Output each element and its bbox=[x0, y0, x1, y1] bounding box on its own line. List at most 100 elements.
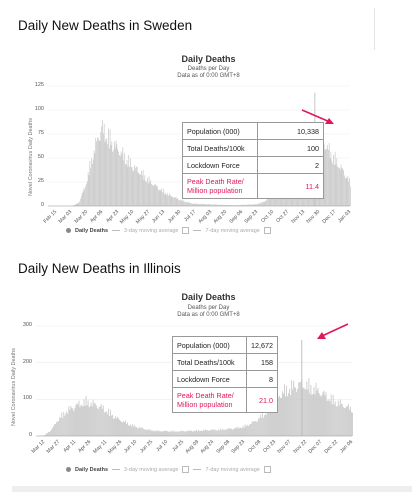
bar bbox=[231, 429, 233, 436]
bar bbox=[191, 203, 193, 206]
bar bbox=[288, 393, 290, 436]
bottom-bar bbox=[12, 486, 412, 492]
bar bbox=[227, 205, 229, 206]
bar bbox=[273, 193, 274, 206]
bar bbox=[192, 431, 194, 436]
bar bbox=[225, 429, 227, 436]
checkbox-icon[interactable] bbox=[263, 227, 271, 234]
bar bbox=[263, 415, 265, 436]
bar bbox=[90, 168, 92, 206]
legend-daily-deaths[interactable]: Daily Deaths bbox=[75, 466, 109, 473]
checkbox-icon[interactable] bbox=[182, 227, 190, 234]
bar bbox=[95, 137, 97, 206]
bar bbox=[228, 204, 229, 206]
bar bbox=[334, 401, 336, 436]
bar bbox=[170, 431, 172, 436]
bar bbox=[156, 186, 157, 206]
bar bbox=[239, 205, 240, 206]
bar bbox=[67, 413, 69, 436]
bar bbox=[237, 426, 239, 436]
bar bbox=[145, 429, 147, 436]
bar bbox=[80, 198, 81, 206]
bar bbox=[227, 428, 229, 436]
checkbox-icon[interactable] bbox=[182, 466, 190, 473]
bar bbox=[286, 385, 288, 436]
bar bbox=[324, 395, 326, 436]
bar bbox=[154, 183, 156, 206]
bar bbox=[220, 428, 222, 436]
chart-subtitle-date: Data as of 0:00 GMT+8 bbox=[177, 312, 240, 318]
bar bbox=[213, 429, 215, 436]
bar bbox=[176, 198, 178, 206]
bar bbox=[82, 406, 84, 436]
legend-3day[interactable]: 3-day moving average bbox=[124, 466, 179, 473]
stats-value: 158 bbox=[246, 353, 278, 371]
bar bbox=[107, 144, 108, 206]
bar bbox=[174, 431, 176, 436]
bar bbox=[253, 421, 255, 436]
bar bbox=[261, 413, 263, 436]
bar bbox=[118, 418, 119, 436]
bar bbox=[99, 141, 101, 206]
bar bbox=[266, 406, 268, 436]
legend-daily-deaths[interactable]: Daily Deaths bbox=[75, 227, 109, 234]
bar bbox=[345, 406, 347, 436]
legend-7day[interactable]: 7-day moving average bbox=[205, 227, 260, 234]
bar bbox=[188, 430, 190, 436]
bar bbox=[163, 189, 164, 206]
bar bbox=[256, 204, 257, 206]
bar bbox=[275, 400, 276, 436]
bar bbox=[136, 427, 138, 436]
bar bbox=[269, 407, 271, 436]
bar bbox=[74, 204, 75, 206]
stats-label: Lockdown Force bbox=[171, 370, 248, 388]
bar bbox=[241, 205, 243, 206]
legend-7day[interactable]: 7-day moving average bbox=[205, 466, 260, 473]
bar bbox=[97, 138, 99, 206]
bar bbox=[93, 403, 95, 436]
bar bbox=[328, 399, 330, 436]
arrow-icon bbox=[301, 109, 334, 124]
bar bbox=[281, 397, 282, 436]
bar bbox=[180, 430, 182, 436]
bar bbox=[251, 204, 252, 206]
bar bbox=[304, 388, 306, 436]
bar bbox=[114, 147, 116, 206]
bar bbox=[255, 204, 256, 206]
bar bbox=[120, 420, 121, 436]
bar bbox=[302, 388, 304, 436]
bar bbox=[185, 202, 187, 206]
bar bbox=[261, 202, 262, 206]
bar bbox=[79, 407, 81, 436]
bar bbox=[336, 406, 338, 436]
bar bbox=[226, 429, 228, 436]
bar bbox=[247, 426, 249, 436]
bar bbox=[198, 429, 199, 436]
bar bbox=[341, 404, 343, 436]
bar bbox=[230, 205, 232, 206]
bar bbox=[258, 418, 260, 436]
bar bbox=[111, 141, 113, 206]
bar bbox=[258, 203, 260, 206]
bar bbox=[51, 429, 53, 436]
bar bbox=[319, 395, 321, 436]
bar bbox=[86, 183, 87, 206]
bar bbox=[126, 424, 127, 436]
bar bbox=[327, 400, 329, 436]
bar bbox=[88, 407, 90, 436]
bar bbox=[135, 166, 137, 206]
bar bbox=[178, 199, 179, 206]
legend-3day[interactable]: 3-day moving average bbox=[124, 227, 179, 234]
bar bbox=[105, 139, 107, 206]
bar bbox=[90, 402, 92, 436]
sweden-heading: Daily New Deaths in Sweden bbox=[18, 18, 193, 33]
bar bbox=[116, 418, 117, 436]
bar bbox=[335, 164, 337, 206]
bar bbox=[244, 204, 245, 206]
bar bbox=[167, 431, 169, 436]
bar bbox=[328, 142, 330, 206]
bar bbox=[178, 430, 180, 436]
checkbox-icon[interactable] bbox=[263, 466, 271, 473]
bar bbox=[241, 428, 243, 436]
bar bbox=[101, 126, 103, 206]
